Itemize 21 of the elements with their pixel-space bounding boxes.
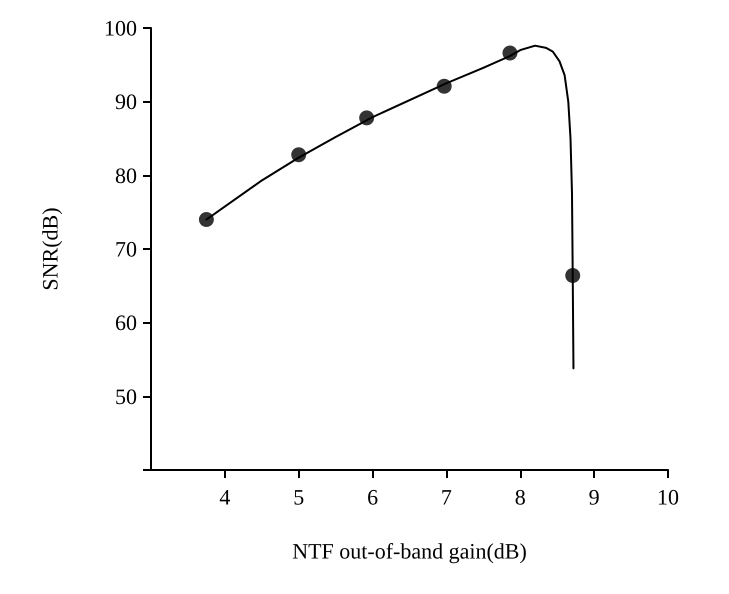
point — [291, 147, 306, 162]
x-axis-title: NTF out-of-band gain(dB) — [292, 538, 527, 564]
y-tick-label: 80 — [115, 162, 137, 188]
y-tick-label: 70 — [115, 236, 137, 262]
x-tick-label: 7 — [440, 484, 452, 510]
x-tick-label: 6 — [367, 484, 378, 510]
y-tick-label: 100 — [104, 16, 137, 40]
point — [436, 78, 452, 94]
y-tick-label: 60 — [115, 310, 137, 336]
point — [565, 268, 580, 284]
point — [502, 46, 518, 61]
x-tick-label: 8 — [514, 484, 526, 510]
point — [359, 110, 374, 126]
y-tick-label: 90 — [115, 89, 137, 114]
x-tick-label: 10 — [657, 484, 679, 510]
x-tick-label: 5 — [293, 484, 304, 510]
x-tick-label: 4 — [219, 484, 230, 510]
x-tick-label: 9 — [588, 484, 600, 510]
y-tick-label: 50 — [115, 384, 137, 409]
point — [198, 212, 214, 228]
y-axis-title: SNR(dB) — [38, 207, 62, 291]
